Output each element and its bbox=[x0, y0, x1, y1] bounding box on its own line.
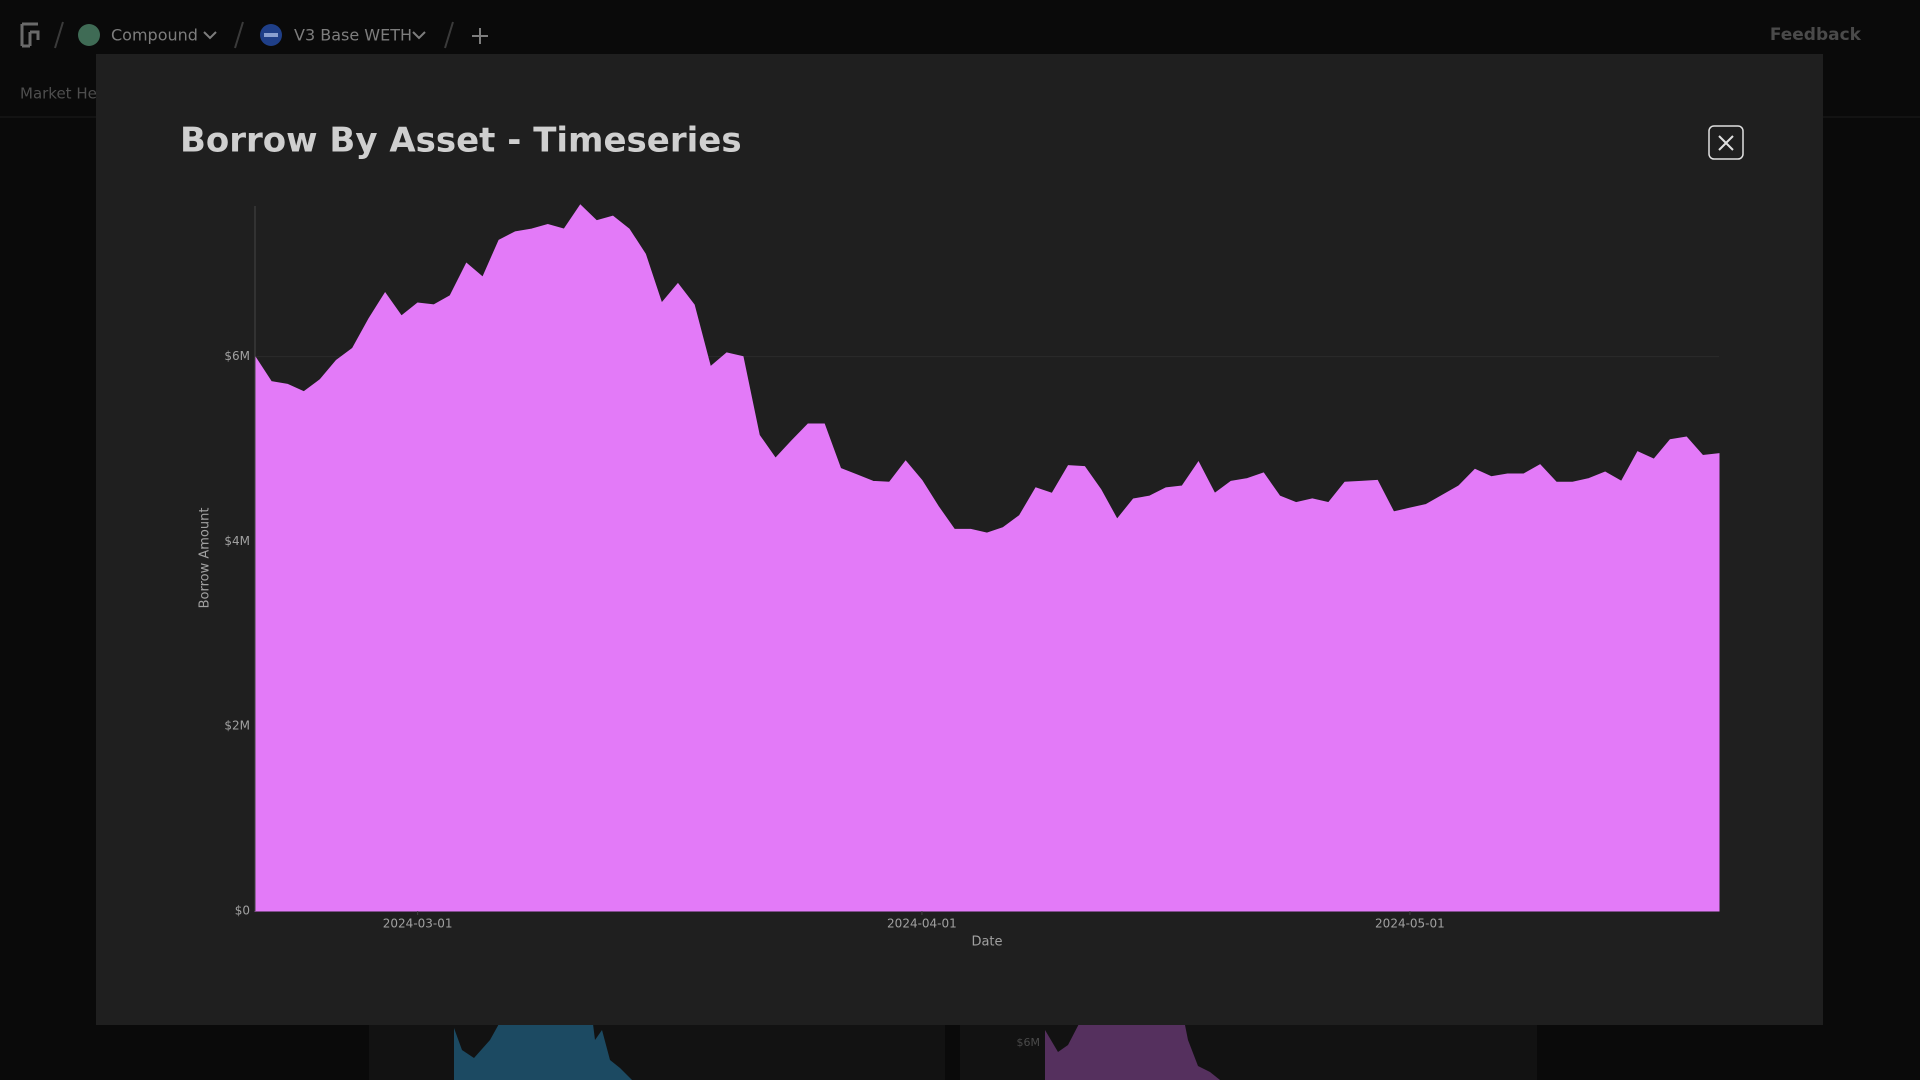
separator bbox=[444, 21, 454, 49]
background-tick-label: $6M bbox=[1017, 1036, 1041, 1049]
x-tick-label: 2024-05-01 bbox=[1375, 917, 1445, 931]
x-axis-title: Date bbox=[971, 935, 1002, 950]
y-tick-label: $0 bbox=[235, 904, 250, 918]
chart-title: Borrow By Asset - Timeseries bbox=[180, 121, 742, 161]
area bbox=[254, 204, 1720, 912]
protocol-icon bbox=[78, 24, 100, 46]
y-tick-label: $4M bbox=[224, 534, 250, 548]
market-icon-mark bbox=[264, 33, 278, 37]
add-button[interactable] bbox=[472, 28, 488, 44]
y-tick-label: $6M bbox=[224, 349, 250, 363]
market-name[interactable]: V3 Base WETH bbox=[294, 26, 412, 45]
y-tick-label: $2M bbox=[224, 719, 250, 733]
y-axis-title: Borrow Amount bbox=[198, 508, 213, 609]
close-icon[interactable] bbox=[1718, 135, 1734, 151]
chevron[interactable] bbox=[412, 31, 426, 40]
x-tick-label: 2024-04-01 bbox=[887, 917, 957, 931]
close-button[interactable] bbox=[1708, 125, 1744, 160]
protocol-name[interactable]: Compound bbox=[111, 26, 198, 45]
x-tick-label: 2024-03-01 bbox=[383, 917, 453, 931]
separator bbox=[54, 21, 64, 49]
feedback-button[interactable]: Feedback bbox=[1770, 25, 1862, 45]
chevron[interactable] bbox=[203, 31, 217, 40]
separator bbox=[234, 21, 244, 49]
logo[interactable] bbox=[20, 22, 40, 48]
